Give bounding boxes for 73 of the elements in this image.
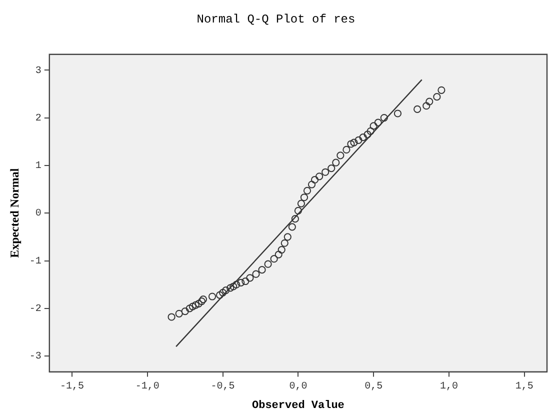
y-tick-label: 1 <box>35 161 42 172</box>
point <box>308 180 316 188</box>
point <box>252 270 260 278</box>
point <box>294 206 302 215</box>
point <box>181 307 189 316</box>
point <box>322 168 330 176</box>
point <box>288 223 296 231</box>
point <box>342 146 350 154</box>
y-tick-label: 3 <box>35 66 42 77</box>
point <box>350 138 358 146</box>
point <box>216 291 224 299</box>
point <box>186 304 194 312</box>
point <box>232 280 240 288</box>
point <box>194 300 202 308</box>
point <box>291 215 299 223</box>
point <box>168 313 176 321</box>
point <box>237 278 245 286</box>
point <box>316 172 324 180</box>
point <box>414 105 422 114</box>
x-tick-label: 0,0 <box>289 381 308 392</box>
x-tick-label: 0,5 <box>364 381 383 392</box>
point <box>284 233 292 241</box>
point <box>380 114 388 122</box>
point <box>198 297 206 306</box>
point <box>300 194 308 202</box>
y-axis-title: Expected Normal <box>7 168 22 258</box>
x-tick-label: -1,0 <box>135 381 160 392</box>
point <box>336 152 344 160</box>
point <box>188 302 196 310</box>
point <box>438 86 446 94</box>
point <box>230 282 238 290</box>
x-tick-label: 1,0 <box>440 381 458 392</box>
point <box>364 130 372 138</box>
point <box>426 98 434 106</box>
point <box>366 127 374 135</box>
point <box>219 288 227 296</box>
point <box>433 93 441 101</box>
point <box>258 266 266 274</box>
point <box>246 274 254 282</box>
point <box>394 110 402 118</box>
x-tick-label: 1,5 <box>515 381 534 392</box>
y-tick-label: -3 <box>29 352 42 363</box>
y-tick-label: -1 <box>29 256 42 268</box>
y-tick-label: -2 <box>29 304 42 316</box>
point <box>370 122 378 130</box>
point <box>280 239 288 247</box>
point <box>222 286 230 294</box>
x-axis-title: Observed Value <box>252 400 345 412</box>
point <box>208 292 216 300</box>
point <box>354 136 362 144</box>
point <box>274 250 282 258</box>
point <box>422 102 430 110</box>
point <box>264 260 272 268</box>
x-tick-label: -1,5 <box>60 381 84 392</box>
point <box>347 140 355 148</box>
point <box>192 301 200 309</box>
y-tick-label: 0 <box>35 208 42 220</box>
point <box>328 164 336 172</box>
y-tick-label: 2 <box>35 113 42 124</box>
point <box>226 284 234 292</box>
point <box>332 158 340 166</box>
point <box>297 200 306 208</box>
point <box>199 296 208 304</box>
point <box>374 118 382 126</box>
point <box>303 186 312 194</box>
point <box>175 310 183 318</box>
point <box>242 277 250 286</box>
chart-title: Normal Q-Q Plot of res <box>196 12 356 26</box>
point <box>310 176 319 184</box>
point <box>270 255 278 263</box>
x-tick-label: -0,5 <box>210 381 235 392</box>
point <box>359 134 367 142</box>
point <box>278 246 286 254</box>
